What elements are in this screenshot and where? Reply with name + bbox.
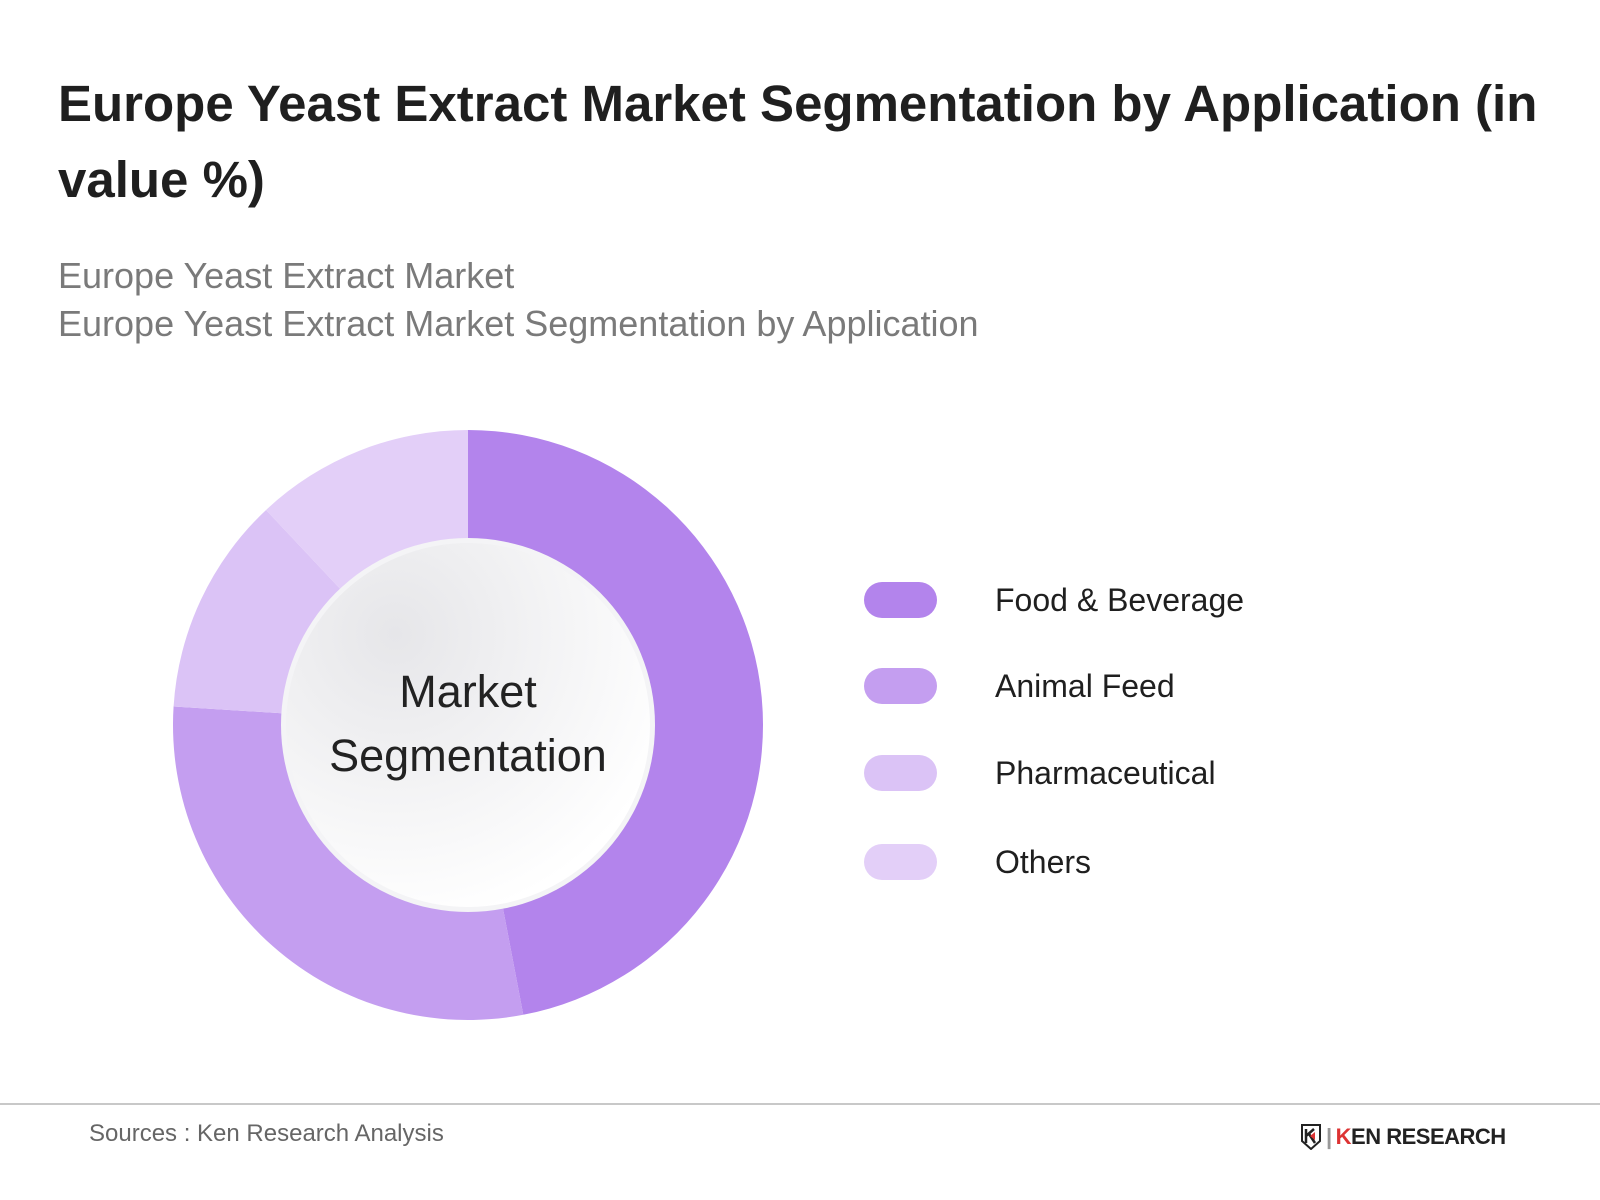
sources-note: Sources : Ken Research Analysis <box>89 1120 444 1147</box>
donut-center-label: Market Segmentation <box>329 666 607 781</box>
legend-swatch <box>864 668 937 704</box>
legend-swatch <box>864 582 937 618</box>
slice-pharmaceutical <box>173 509 342 714</box>
ken-research-logo: | K EN RESEARCH <box>1300 1124 1506 1150</box>
chart-subtitle: Europe Yeast Extract Market <box>58 255 515 296</box>
legend-swatch <box>864 844 937 880</box>
legend-item: Others <box>864 842 1091 882</box>
legend-label: Others <box>995 843 1092 880</box>
chart-subtitle-2: Europe Yeast Extract Market Segmentation… <box>58 303 979 344</box>
slice-others <box>266 430 468 591</box>
legend-item: Pharmaceutical <box>864 753 1216 793</box>
slice-animal-feed <box>172 706 524 1020</box>
chart-title: Europe Yeast Extract Market Segmentation… <box>58 75 1538 208</box>
donut-hole <box>286 543 650 907</box>
legend-swatch <box>864 755 937 791</box>
legend-item: Animal Feed <box>864 666 1175 706</box>
legend-label: Animal Feed <box>995 667 1175 704</box>
legend-label: Food & Beverage <box>995 581 1245 618</box>
legend-item: Food & Beverage <box>864 580 1244 620</box>
legend-label: Pharmaceutical <box>995 754 1216 791</box>
footer-divider <box>0 1103 1600 1105</box>
slice-food-beverage <box>468 430 763 1015</box>
ken-logo-icon <box>1301 1124 1321 1150</box>
